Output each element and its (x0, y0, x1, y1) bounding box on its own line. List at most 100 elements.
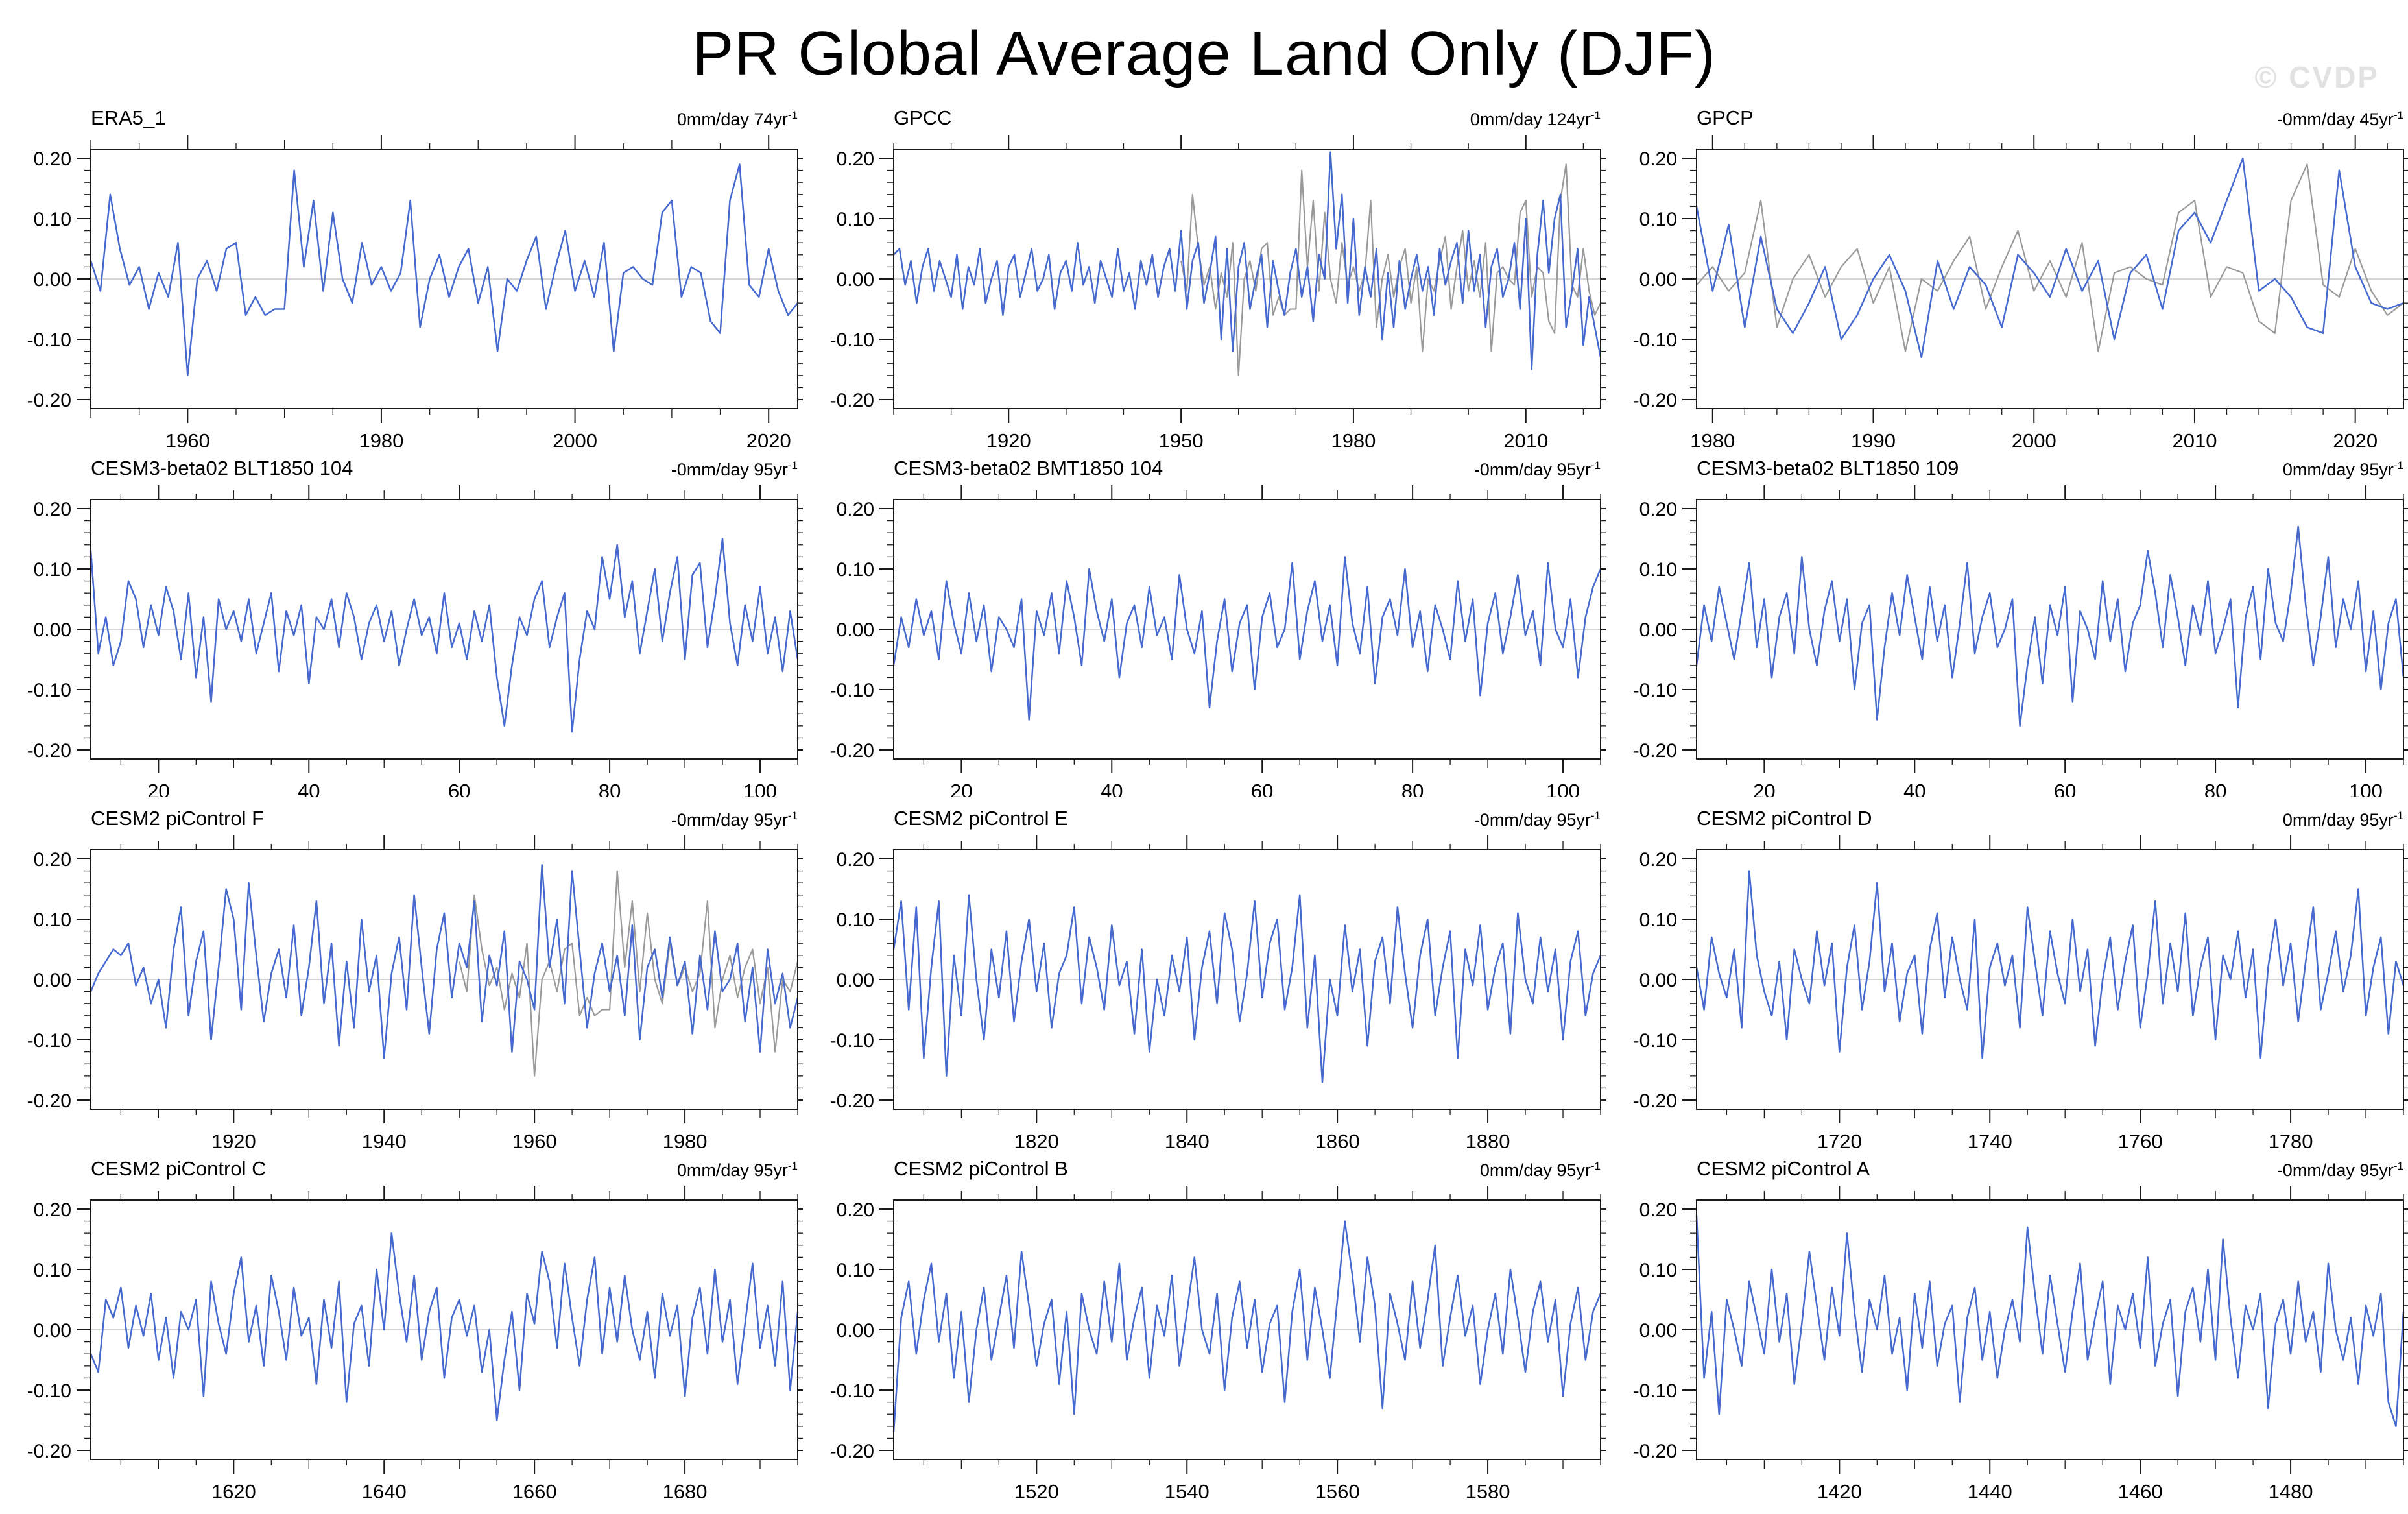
svg-text:100: 100 (743, 780, 777, 797)
svg-text:-0.20: -0.20 (27, 390, 71, 411)
svg-text:-0.10: -0.10 (27, 680, 71, 701)
trend-exponent: -1 (1590, 459, 1601, 472)
svg-text:0.20: 0.20 (837, 849, 874, 871)
panel-header: CESM3-beta02 BLT1850 104 -0mm/day 95yr-1 (0, 453, 803, 483)
svg-text:2010: 2010 (2172, 429, 2217, 447)
trend-exponent: -1 (787, 810, 798, 822)
chart-panel: ERA5_1 0mm/day 74yr-1 0.20 0.10 0.00 -0.10 -… (0, 102, 812, 452)
trend-value: -0mm/day 95yr (671, 810, 788, 830)
trend-exponent: -1 (787, 459, 798, 472)
panel-trend-label: 0mm/day 95yr-1 (677, 1160, 798, 1181)
svg-text:20: 20 (950, 780, 972, 797)
svg-text:0.00: 0.00 (34, 970, 71, 991)
svg-text:-0.10: -0.10 (1633, 680, 1677, 701)
svg-text:0.20: 0.20 (837, 149, 874, 170)
svg-text:1640: 1640 (362, 1480, 407, 1498)
svg-text:1420: 1420 (1817, 1480, 1862, 1498)
svg-text:0.20: 0.20 (34, 499, 71, 520)
timeseries-plot: 0.20 0.10 0.00 -0.10 -0.20 1920 1940 1960 1980 (27, 835, 812, 1153)
svg-text:-0.10: -0.10 (27, 1030, 71, 1051)
svg-text:2000: 2000 (553, 429, 597, 447)
svg-text:1660: 1660 (512, 1480, 557, 1498)
chart-panel: CESM2 piControl D 0mm/day 95yr-1 0.20 0.1… (1606, 803, 2408, 1153)
svg-text:1980: 1980 (1690, 429, 1735, 447)
trend-exponent: -1 (2393, 459, 2403, 472)
svg-text:0.10: 0.10 (1639, 909, 1677, 931)
panel-header: GPCC 0mm/day 124yr-1 (803, 102, 1606, 132)
panel-trend-label: 0mm/day 74yr-1 (677, 109, 798, 130)
chart-panel: CESM2 piControl F -0mm/day 95yr-1 0.20 0.… (0, 803, 812, 1153)
svg-text:1980: 1980 (1331, 429, 1376, 447)
timeseries-plot: 0.20 0.10 0.00 -0.10 -0.20 1720 1740 1760 1780 (1633, 835, 2408, 1153)
timeseries-plot: 0.20 0.10 0.00 -0.10 -0.20 1920 1950 1980 2010 (830, 135, 1615, 452)
svg-text:1950: 1950 (1159, 429, 1204, 447)
panel-header: ERA5_1 0mm/day 74yr-1 (0, 102, 803, 132)
svg-text:0.00: 0.00 (1639, 619, 1677, 641)
trend-value: -0mm/day 95yr (1473, 460, 1591, 479)
svg-text:-0.10: -0.10 (830, 1380, 874, 1402)
svg-text:-0.10: -0.10 (830, 1030, 874, 1051)
chart-panel: CESM2 piControl B 0mm/day 95yr-1 0.20 0.1… (803, 1153, 1615, 1503)
svg-text:80: 80 (599, 780, 621, 797)
svg-text:2000: 2000 (2012, 429, 2056, 447)
panel-header: CESM2 piControl A -0mm/day 95yr-1 (1606, 1153, 2408, 1183)
svg-text:0.00: 0.00 (837, 619, 874, 641)
svg-text:0.10: 0.10 (34, 209, 71, 230)
svg-text:0.10: 0.10 (34, 1260, 71, 1281)
svg-text:80: 80 (2204, 780, 2226, 797)
svg-text:-0.10: -0.10 (830, 330, 874, 351)
svg-text:-0.20: -0.20 (830, 1090, 874, 1112)
panel-trend-label: -0mm/day 95yr-1 (2277, 1160, 2403, 1181)
chart-panel: CESM2 piControl A -0mm/day 95yr-1 0.20 0.… (1606, 1153, 2408, 1503)
svg-text:1480: 1480 (2269, 1480, 2313, 1498)
svg-text:80: 80 (1401, 780, 1424, 797)
svg-text:0.20: 0.20 (837, 499, 874, 520)
svg-text:0.00: 0.00 (34, 619, 71, 641)
svg-text:0.00: 0.00 (34, 1320, 71, 1341)
panel-header: CESM3-beta02 BLT1850 109 0mm/day 95yr-1 (1606, 453, 2408, 483)
panel-header: CESM2 piControl C 0mm/day 95yr-1 (0, 1153, 803, 1183)
svg-text:1990: 1990 (1851, 429, 1896, 447)
svg-text:1560: 1560 (1315, 1480, 1360, 1498)
timeseries-plot: 0.20 0.10 0.00 -0.10 -0.20 1520 1540 1560 1580 (830, 1186, 1615, 1503)
svg-text:1980: 1980 (359, 429, 403, 447)
panel-title: CESM2 piControl D (1697, 807, 1872, 830)
svg-text:0.10: 0.10 (837, 209, 874, 230)
svg-text:-0.10: -0.10 (27, 1380, 71, 1402)
svg-text:0.00: 0.00 (34, 269, 71, 291)
timeseries-plot: 0.20 0.10 0.00 -0.10 -0.20 1960 1980 2000 2020 (27, 135, 812, 452)
trend-value: 0mm/day 95yr (2282, 460, 2394, 479)
svg-text:20: 20 (1753, 780, 1775, 797)
svg-text:1840: 1840 (1165, 1130, 1210, 1148)
svg-text:40: 40 (1101, 780, 1123, 797)
panel-title: CESM2 piControl E (894, 807, 1068, 830)
trend-value: 0mm/day 95yr (1479, 1160, 1591, 1180)
panel-header: CESM2 piControl B 0mm/day 95yr-1 (803, 1153, 1606, 1183)
panel-title: ERA5_1 (91, 106, 166, 129)
svg-text:0.10: 0.10 (837, 1260, 874, 1281)
trend-exponent: -1 (1590, 810, 1601, 822)
panel-title: GPCP (1697, 106, 1754, 129)
panel-header: CESM2 piControl F -0mm/day 95yr-1 (0, 803, 803, 833)
chart-panel: CESM3-beta02 BLT1850 104 -0mm/day 95yr-1… (0, 453, 812, 802)
svg-text:60: 60 (2054, 780, 2076, 797)
page-title: PR Global Average Land Only (DJF) (692, 19, 1716, 88)
chart-panel: GPCP -0mm/day 45yr-1 0.20 0.10 0.00 -0.10 -0… (1606, 102, 2408, 452)
svg-text:1580: 1580 (1466, 1480, 1510, 1498)
panel-title: CESM2 piControl A (1697, 1157, 1870, 1180)
trend-exponent: -1 (787, 1160, 798, 1172)
chart-panel: CESM2 piControl C 0mm/day 95yr-1 0.20 0.1… (0, 1153, 812, 1503)
svg-text:-0.10: -0.10 (27, 330, 71, 351)
panel-title: CESM2 piControl F (91, 807, 265, 830)
svg-text:1960: 1960 (165, 429, 210, 447)
svg-text:0.00: 0.00 (837, 269, 874, 291)
svg-text:-0.10: -0.10 (1633, 1380, 1677, 1402)
svg-text:-0.10: -0.10 (830, 680, 874, 701)
svg-text:60: 60 (448, 780, 470, 797)
panel-trend-label: 0mm/day 95yr-1 (2283, 810, 2403, 830)
trend-exponent: -1 (1590, 109, 1601, 121)
svg-text:1680: 1680 (663, 1480, 708, 1498)
svg-text:1520: 1520 (1014, 1480, 1059, 1498)
cvdp-watermark: © CVDP (2254, 60, 2379, 94)
panel-title: CESM2 piControl C (91, 1157, 267, 1180)
